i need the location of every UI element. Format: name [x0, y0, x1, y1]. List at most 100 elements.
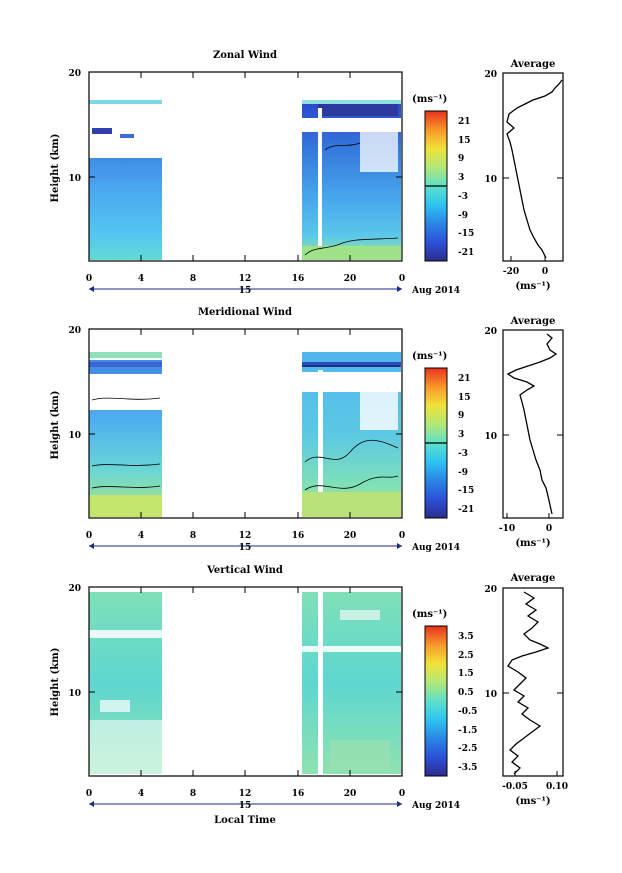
x-tick-label: 12: [239, 531, 252, 541]
y-tick-label: 20: [68, 69, 81, 79]
colorbar-tick: -21: [458, 505, 474, 515]
panel-title: Vertical Wind: [206, 565, 283, 576]
colorbar-tick: -21: [458, 248, 474, 258]
average-y-tick: 20: [484, 327, 497, 337]
colorbar-tick: -0.5: [458, 707, 477, 717]
average-x-tick: 0: [546, 524, 552, 534]
y-axis-label: Height (km): [50, 391, 61, 460]
day-bar: 15: [89, 286, 402, 296]
average-y-tick: 10: [484, 690, 497, 700]
average-profile-line: [506, 333, 558, 515]
x-tick-label: 16: [292, 789, 305, 799]
colorbar: [424, 625, 448, 777]
colorbar-tick: -3: [458, 449, 468, 459]
y-tick-label: 20: [68, 584, 81, 594]
colorbar-tick: 3.5: [458, 632, 474, 642]
colorbar-tick: 2.5: [458, 651, 474, 661]
average-y-tick: 20: [484, 70, 497, 80]
x-tick-label: 0: [86, 789, 92, 799]
average-x-tick: -0.05: [502, 782, 528, 792]
x-axis-label: Local Time: [214, 815, 276, 826]
panel-zonal: Zonal Wind Height (km): [50, 50, 564, 296]
colorbar-tick: -9: [458, 468, 468, 478]
average-frame: [502, 587, 564, 777]
x-tick-label: 16: [292, 531, 305, 541]
average-y-tick: 10: [484, 432, 497, 442]
x-tick-label: 0: [86, 274, 92, 284]
average-profile-line: [507, 591, 550, 775]
heatmap-field: [89, 352, 401, 517]
colorbar-units: (ms⁻¹): [412, 609, 447, 620]
panel-vertical: Vertical Wind Height (km): [50, 565, 568, 826]
x-tick-label: 0: [399, 531, 405, 541]
x-tick-label: 4: [138, 531, 144, 541]
day-label: 15: [239, 801, 252, 811]
y-ticks: [89, 328, 402, 435]
average-units: (ms⁻¹): [515, 796, 550, 807]
y-ticks: [89, 586, 402, 693]
average-ticks: [503, 434, 563, 518]
colorbar-tick: -2.5: [458, 744, 477, 754]
colorbar-tick: -15: [458, 486, 474, 496]
y-tick-label: 20: [68, 326, 81, 336]
average-title: Average: [510, 59, 556, 70]
colorbar-tick: 3: [458, 173, 464, 183]
average-x-tick: 0: [542, 267, 548, 277]
y-tick-label: 10: [68, 174, 81, 184]
panel-title: Meridional Wind: [198, 307, 292, 318]
x-tick-label: 8: [190, 531, 196, 541]
x-tick-label: 0: [399, 274, 405, 284]
average-ticks: [503, 177, 563, 261]
colorbar-tick: 15: [458, 136, 471, 146]
colorbar-tick: -9: [458, 211, 468, 221]
average-y-tick: 20: [484, 585, 497, 595]
colorbar-tick: 21: [458, 117, 471, 127]
panel-title: Zonal Wind: [213, 50, 277, 61]
date-label: Aug 2014: [411, 286, 460, 296]
average-x-tick: -20: [503, 267, 519, 277]
colorbar-tick: -1.5: [458, 726, 477, 736]
y-tick-label: 10: [68, 431, 81, 441]
x-tick-label: 0: [86, 531, 92, 541]
x-ticks: [88, 72, 403, 261]
x-tick-label: 16: [292, 274, 305, 284]
date-label: Aug 2014: [411, 543, 460, 553]
average-y-tick: 10: [484, 175, 497, 185]
y-axis-label: Height (km): [50, 648, 61, 717]
y-axis-label: Height (km): [50, 134, 61, 203]
y-tick-label: 10: [68, 689, 81, 699]
average-title: Average: [510, 316, 556, 327]
panel-meridional: Meridional Wind Height (km): [50, 307, 564, 553]
heatmap-field: [89, 100, 401, 260]
x-tick-label: 8: [190, 789, 196, 799]
colorbar-tick: 3: [458, 430, 464, 440]
day-bar: 15: [89, 543, 402, 553]
average-ticks: [503, 692, 563, 776]
colorbar-units: (ms⁻¹): [412, 351, 447, 362]
x-tick-label: 20: [344, 531, 357, 541]
x-tick-label: 20: [344, 274, 357, 284]
colorbar-tick: -15: [458, 229, 474, 239]
colorbar-tick: 0.5: [458, 688, 474, 698]
colorbar-tick: 1.5: [458, 669, 474, 679]
x-tick-label: 4: [138, 789, 144, 799]
day-label: 15: [239, 286, 252, 296]
colorbar-tick: 9: [458, 154, 464, 164]
average-frame: [502, 329, 564, 519]
heatmap-field: [89, 592, 401, 774]
day-label: 15: [239, 543, 252, 553]
x-tick-label: 12: [239, 789, 252, 799]
colorbar-units: (ms⁻¹): [412, 94, 447, 105]
day-bar: 15: [89, 801, 402, 811]
average-profile-line: [506, 79, 563, 259]
x-ticks: [88, 329, 403, 518]
x-ticks: [88, 587, 403, 776]
x-tick-label: 8: [190, 274, 196, 284]
average-units: (ms⁻¹): [515, 538, 550, 549]
average-title: Average: [510, 573, 556, 584]
colorbar-tick: 15: [458, 393, 471, 403]
colorbar-tick: 9: [458, 411, 464, 421]
average-x-tick: 0.10: [546, 782, 568, 792]
date-label: Aug 2014: [411, 801, 460, 811]
